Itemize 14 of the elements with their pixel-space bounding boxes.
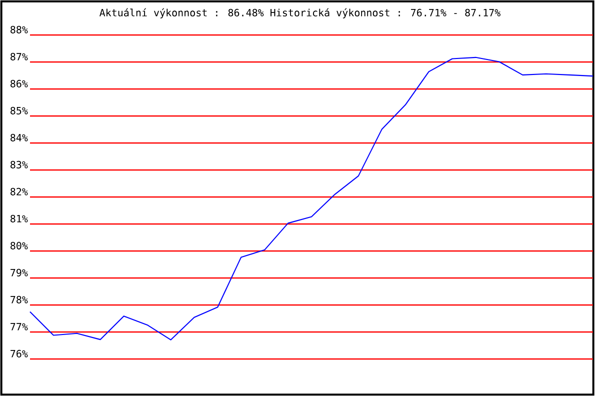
y-tick-label: 86% (10, 80, 28, 88)
y-tick-label: 88% (10, 26, 28, 34)
y-tick-label: 81% (10, 214, 28, 222)
y-tick-label: 84% (10, 134, 28, 142)
y-tick-label: 76% (10, 350, 28, 358)
y-tick-label: 79% (10, 268, 28, 276)
chart-title: Aktuální výkonnost : 86.48% Historická výkonnost : 76.71% - 87.17% (100, 8, 500, 18)
y-tick-label: 87% (10, 52, 28, 60)
y-tick-label: 85% (10, 106, 28, 114)
y-tick-label: 80% (10, 242, 28, 250)
y-tick-label: 77% (10, 323, 28, 330)
y-tick-label: 83% (10, 160, 28, 168)
y-tick-label: 82% (10, 188, 28, 196)
y-tick-label: 78% (10, 296, 28, 304)
